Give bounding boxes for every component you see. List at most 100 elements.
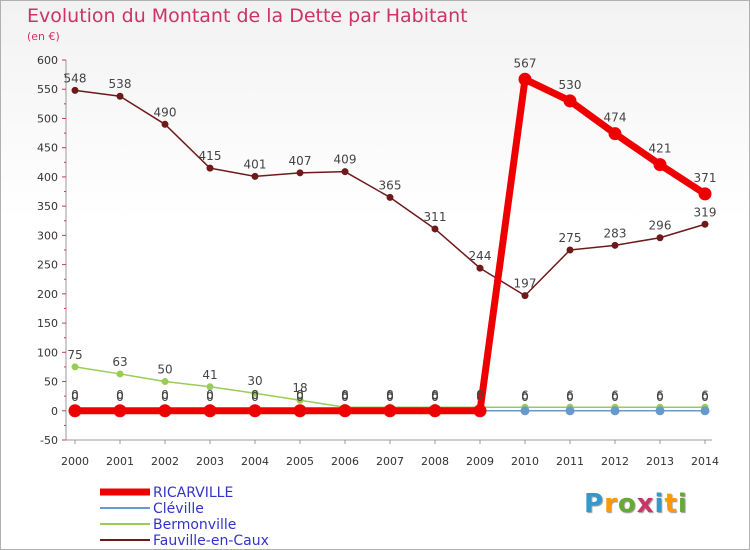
data-point [428, 404, 442, 418]
data-label: 538 [109, 77, 132, 91]
data-label: 6 [611, 388, 619, 402]
data-label: 6 [566, 388, 574, 402]
data-point [563, 94, 577, 108]
y-tick-label: 550 [37, 83, 58, 96]
data-label: 296 [649, 219, 672, 233]
data-label: 365 [379, 178, 402, 192]
y-tick-label: 250 [37, 259, 58, 272]
data-label: 0 [701, 390, 709, 404]
data-point [68, 404, 82, 418]
y-tick-label: -50 [40, 434, 58, 447]
data-point [251, 389, 259, 397]
y-tick-label: 500 [37, 112, 58, 125]
data-point [116, 92, 124, 100]
data-label: 0 [341, 388, 349, 402]
logo-letter: x [636, 489, 655, 519]
data-point [610, 406, 620, 416]
data-label: 371 [694, 171, 717, 185]
x-tick-label: 2003 [196, 455, 224, 468]
x-tick-label: 2014 [691, 455, 719, 468]
data-label: 0 [116, 390, 124, 404]
proxiti-logo: Proxiti [584, 489, 688, 519]
data-label: 319 [694, 205, 717, 219]
data-label: 421 [649, 142, 672, 156]
data-point [203, 404, 217, 418]
data-point [521, 292, 529, 300]
data-point [698, 187, 712, 201]
legend-label: Bermonville [153, 517, 236, 533]
logo-letter: t [664, 489, 678, 519]
data-point [655, 406, 665, 416]
data-point [338, 404, 352, 418]
logo-letter: P [584, 489, 605, 519]
data-point [71, 86, 79, 94]
y-tick-label: 350 [37, 200, 58, 213]
data-point [520, 406, 530, 416]
legend-label: Cléville [153, 501, 204, 517]
data-label: 18 [292, 381, 307, 395]
y-tick-label: 0 [51, 405, 58, 418]
data-point [518, 72, 532, 86]
data-label: 0 [251, 388, 259, 402]
data-label: 283 [604, 226, 627, 240]
data-label: 0 [161, 390, 169, 404]
data-point [656, 234, 664, 242]
data-label: 0 [386, 388, 394, 402]
chart-subtitle: (en €) [27, 30, 60, 43]
data-point [653, 158, 667, 172]
data-point [383, 404, 397, 418]
data-label: 0 [206, 390, 214, 404]
data-label: 197 [514, 277, 537, 291]
data-label: 0 [386, 390, 394, 404]
x-tick-label: 2005 [286, 455, 314, 468]
chart-title: Evolution du Montant de la Dette par Hab… [27, 5, 468, 27]
data-label: 75 [67, 348, 82, 362]
x-tick-label: 2000 [61, 455, 89, 468]
data-label: 0 [566, 390, 574, 404]
data-label: 0 [116, 388, 124, 402]
data-point [700, 406, 710, 416]
data-label: 244 [469, 249, 492, 263]
x-tick-label: 2004 [241, 455, 269, 468]
x-tick-label: 2013 [646, 455, 674, 468]
x-tick-label: 2001 [106, 455, 134, 468]
data-label: 0 [611, 390, 619, 404]
data-label: 0 [521, 390, 529, 404]
data-label: 415 [199, 149, 222, 163]
logo-letter: r [604, 489, 618, 519]
data-point [701, 220, 709, 228]
data-label: 0 [206, 388, 214, 402]
data-label: 567 [514, 56, 537, 70]
data-label: 30 [247, 374, 262, 388]
data-label: 0 [476, 388, 484, 402]
data-point [161, 378, 169, 386]
data-label: 311 [424, 210, 447, 224]
x-tick-label: 2009 [466, 455, 494, 468]
data-label: 0 [296, 388, 304, 402]
data-point [341, 168, 349, 176]
data-point [161, 120, 169, 128]
data-label: 0 [71, 388, 79, 402]
data-point [71, 363, 79, 371]
x-tick-label: 2002 [151, 455, 179, 468]
logo-letter: i [654, 489, 665, 519]
data-point [158, 404, 172, 418]
data-label: 0 [656, 390, 664, 404]
data-point [431, 225, 439, 233]
x-tick-label: 2006 [331, 455, 359, 468]
data-point [476, 264, 484, 272]
y-tick-label: 600 [37, 54, 58, 67]
data-label: 401 [244, 157, 267, 171]
data-point [251, 172, 259, 180]
data-point [116, 370, 124, 378]
x-tick-label: 2011 [556, 455, 584, 468]
data-label: 6 [431, 388, 439, 402]
y-tick-label: 400 [37, 171, 58, 184]
data-label: 409 [334, 153, 357, 167]
data-label: 490 [154, 105, 177, 119]
data-point [206, 383, 214, 391]
x-tick-label: 2010 [511, 455, 539, 468]
data-point [565, 406, 575, 416]
x-tick-label: 2008 [421, 455, 449, 468]
